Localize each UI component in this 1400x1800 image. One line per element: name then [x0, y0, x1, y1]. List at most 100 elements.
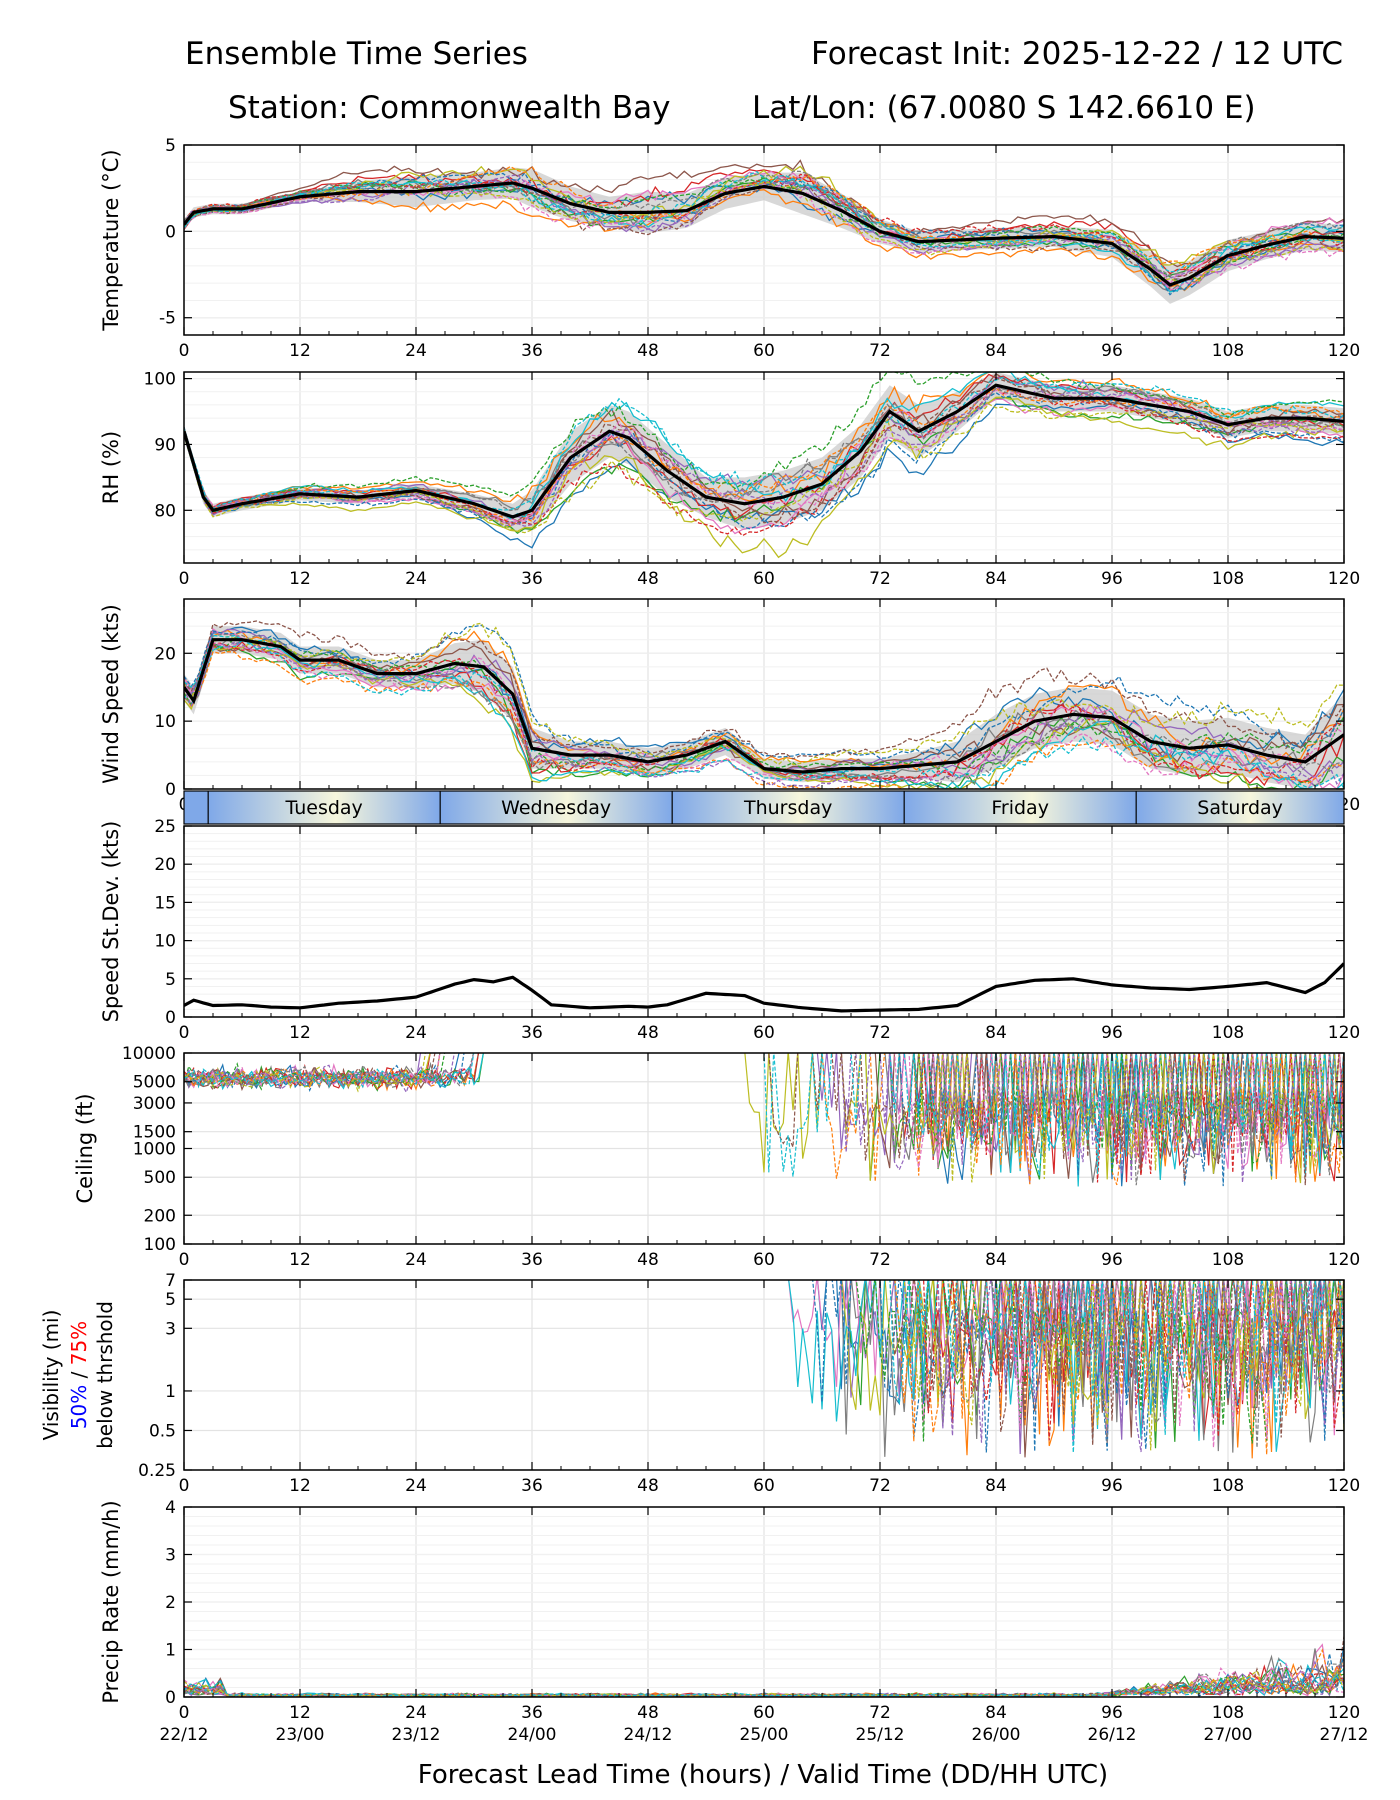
- ceiling-member-10: [184, 1053, 1344, 1187]
- day-label: Tuesday: [285, 797, 363, 819]
- x-tick-label: 72: [869, 1250, 891, 1270]
- y-tick-label: 7: [165, 1271, 176, 1291]
- y-axis-label: RH (%): [99, 431, 123, 504]
- ensemble-member-16: [184, 620, 1344, 760]
- latlon-label: Lat/Lon: (67.0080 S 142.6610 E): [752, 90, 1256, 126]
- valid-time-label: 24/12: [624, 1725, 673, 1745]
- y-tick-label: 1000: [133, 1140, 176, 1160]
- y-tick-label: 200: [144, 1206, 176, 1226]
- x-tick-label: 60: [753, 1703, 775, 1723]
- x-tick-label: 48: [637, 1476, 659, 1496]
- y-axis-label: Visibility (mi): [39, 1310, 63, 1441]
- panel-wind_speed: 0122436486072849610812001020Wind Speed (…: [99, 598, 1360, 815]
- y-tick-label: 0: [165, 1008, 176, 1028]
- x-tick-label: 120: [1328, 1476, 1360, 1496]
- ensemble-member-17: [184, 641, 1344, 782]
- y-tick-label: 500: [144, 1168, 176, 1188]
- visibility-member-19: [903, 1280, 1344, 1451]
- y-axis-label-line3: below thrshold: [93, 1301, 117, 1449]
- y-axis-label-thresholds: 50% / 75%: [67, 1321, 91, 1429]
- threshold-separator: /: [67, 1365, 91, 1384]
- ceiling-member-15: [184, 1053, 1316, 1183]
- day-segment-tuesday: [208, 791, 441, 824]
- ceiling-member-4: [184, 1053, 1344, 1183]
- ensemble-member-19: [184, 622, 1344, 766]
- spread-band: [184, 167, 1344, 304]
- panel-ceiling: 0 12 24 36 48 60 72 84 96 108 120 100 200 500 10001500…: [73, 1044, 1360, 1270]
- x-tick-label: 72: [869, 1023, 891, 1043]
- ceiling-member-20: [184, 1053, 1344, 1177]
- ensemble-member-9: [184, 396, 1344, 559]
- y-tick-label: 10000: [122, 1044, 176, 1064]
- x-tick-label: 72: [869, 341, 891, 361]
- plot-area-ceiling: [184, 1053, 1344, 1187]
- x-tick-label: 108: [1212, 1703, 1244, 1723]
- y-tick-label: 5000: [133, 1073, 176, 1093]
- x-tick-label: 36: [521, 341, 543, 361]
- x-tick-label: 0: [179, 1023, 190, 1043]
- x-tick-label: 84: [985, 569, 1007, 589]
- panel-visibility: 0 12 24 36 48 60 72 84 96 108 120 0.25 0.5 1 3 57 Visibi…: [39, 1271, 1360, 1496]
- x-tick-label: 108: [1212, 341, 1244, 361]
- x-tick-label: 96: [1101, 1476, 1123, 1496]
- x-tick-label: 84: [985, 341, 1007, 361]
- day-band: Tuesday Wednesday Thursday Friday Saturday: [183, 790, 1345, 825]
- x-axis-label: Forecast Lead Time (hours) / Valid Time …: [418, 1760, 1108, 1790]
- y-tick-label: 5: [165, 1290, 176, 1310]
- x-tick-label: 96: [1101, 569, 1123, 589]
- x-tick-label: 60: [753, 1476, 775, 1496]
- x-tick-label: 48: [637, 569, 659, 589]
- x-tick-label: 36: [521, 1703, 543, 1723]
- x-tick-label: 120: [1328, 1703, 1360, 1723]
- day-segment-monday: [184, 791, 209, 824]
- x-tick-label: 108: [1212, 1250, 1244, 1270]
- valid-time-label: 25/00: [740, 1725, 789, 1745]
- x-tick-label: 120: [1328, 1250, 1360, 1270]
- x-tick-label: 12: [289, 341, 311, 361]
- valid-time-label: 23/00: [276, 1725, 325, 1745]
- ensemble-member-16: [184, 377, 1344, 525]
- plot-area-wind_speed: [184, 620, 1344, 789]
- y-tick-label: 1: [165, 1641, 176, 1661]
- ensemble-mean-line: [184, 181, 1344, 287]
- y-axis-label: Wind Speed (kts): [99, 604, 123, 784]
- title-right: Forecast Init: 2025-12-22 / 12 UTC: [811, 36, 1343, 72]
- y-tick-label: 0: [165, 222, 176, 242]
- x-tick-label: 0: [179, 341, 190, 361]
- threshold-50-label: 50%: [67, 1385, 91, 1429]
- title-left: Ensemble Time Series: [185, 36, 528, 72]
- valid-time-label: 25/12: [856, 1725, 905, 1745]
- y-tick-label: 100: [144, 370, 176, 390]
- y-tick-label: 3: [165, 1319, 176, 1339]
- valid-time-label: 27/12: [1320, 1725, 1369, 1745]
- y-tick-label: 0.5: [149, 1421, 176, 1441]
- y-tick-label: 0: [165, 780, 176, 800]
- x-tick-label: 84: [985, 1250, 1007, 1270]
- x-tick-label: 12: [289, 1476, 311, 1496]
- x-tick-label: 36: [521, 569, 543, 589]
- visibility-member-14: [923, 1280, 1344, 1441]
- ensemble-mean-line: [184, 638, 1344, 774]
- x-tick-label: 0: [179, 1476, 190, 1496]
- x-tick-label: 120: [1328, 1023, 1360, 1043]
- day-segment-thursday: [672, 791, 905, 824]
- ceiling-member-19: [184, 1053, 1344, 1183]
- y-tick-label: 15: [154, 893, 176, 913]
- visibility-member-7: [788, 1280, 1340, 1447]
- y-tick-label: 20: [154, 855, 176, 875]
- y-tick-label: 5: [165, 970, 176, 990]
- x-tick-label: 84: [985, 1023, 1007, 1043]
- y-tick-label: 10: [154, 932, 176, 952]
- y-tick-label: 4: [165, 1498, 176, 1518]
- station-label: Station: Commonwealth Bay: [228, 90, 670, 126]
- x-tick-label: 60: [753, 569, 775, 589]
- y-tick-label: 80: [154, 501, 176, 521]
- x-tick-label: 24: [405, 1476, 427, 1496]
- x-tick-label: 72: [869, 1476, 891, 1496]
- y-tick-label: 3000: [133, 1094, 176, 1114]
- day-label: Wednesday: [501, 797, 611, 819]
- x-tick-label: 36: [521, 1023, 543, 1043]
- valid-time-label: 27/00: [1204, 1725, 1253, 1745]
- plot-area-temperature: [184, 159, 1344, 304]
